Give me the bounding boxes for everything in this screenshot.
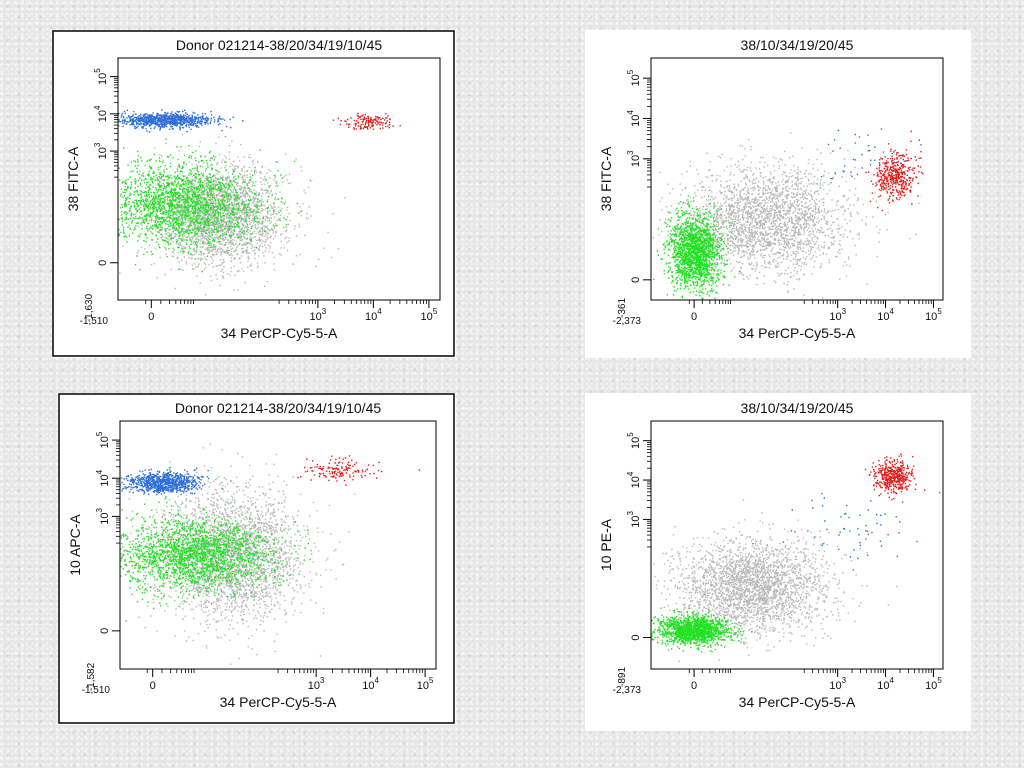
- y-tick-label: 105: [95, 431, 111, 448]
- y-axis: 0 103 104 105: [626, 69, 651, 283]
- plot-area: [117, 57, 441, 301]
- y-axis-label: 38 FITC-A: [598, 146, 614, 211]
- y-min-label: -1,630: [84, 293, 95, 322]
- population-ungated: [653, 499, 898, 662]
- y-tick-label: 104: [95, 469, 111, 486]
- chart-title: 38/10/34/19/20/45: [741, 37, 854, 53]
- population-blue: [118, 109, 244, 133]
- y-min-label: -891: [617, 667, 628, 687]
- y-axis: 0 103 104 105: [95, 431, 120, 634]
- x-tick-label: 104: [362, 676, 379, 692]
- x-axis: 0 103 104 105: [688, 669, 942, 692]
- plot-area: [650, 57, 944, 301]
- chart-title: 38/10/34/19/20/45: [741, 400, 854, 416]
- y-axis-label: 10 APC-A: [67, 514, 83, 576]
- chart-title: Donor 021214-38/20/34/19/10/45: [175, 400, 381, 416]
- x-tick-label: 103: [308, 676, 325, 692]
- population-ungated: [121, 443, 356, 665]
- y-tick-label: 105: [626, 69, 642, 86]
- x-tick-label: 0: [150, 680, 156, 692]
- y-tick-label: 0: [97, 260, 109, 266]
- x-axis-label: 34 PerCP-Cy5-5-A: [221, 325, 338, 341]
- x-tick-label: 103: [310, 307, 327, 323]
- x-tick-label: 105: [417, 676, 434, 692]
- y-tick-label: 0: [630, 634, 642, 640]
- x-min-label: -2,373: [613, 316, 642, 327]
- x-tick-label: 104: [877, 307, 894, 323]
- x-tick-label: 0: [691, 680, 697, 692]
- x-tick-label: 103: [829, 676, 846, 692]
- x-tick-label: 103: [829, 307, 846, 323]
- population-red: [332, 112, 401, 130]
- y-tick-label: 104: [626, 110, 642, 127]
- y-tick-label: 0: [630, 277, 642, 283]
- y-axis-label: 10 PE-A: [598, 518, 614, 571]
- x-tick-label: 104: [365, 307, 382, 323]
- y-min-label: -361: [617, 298, 628, 318]
- x-tick-label: 105: [925, 676, 942, 692]
- x-axis: 0 103 104 105: [146, 669, 434, 692]
- y-tick-label: 104: [626, 471, 642, 488]
- y-tick-label: 105: [626, 432, 642, 449]
- population-green: [651, 605, 753, 653]
- chart-panel-top-right: 38/10/34/19/20/45 0 103 104 105 -2,373 0 103 104…: [585, 30, 971, 358]
- population-red: [297, 455, 421, 486]
- y-axis: 0 103 104 105: [93, 68, 118, 266]
- population-red: [864, 453, 926, 501]
- x-tick-label: 0: [148, 311, 154, 323]
- scatter-points: [118, 109, 401, 296]
- y-axis-label: 38 FITC-A: [65, 146, 81, 211]
- x-axis-label: 34 PerCP-Cy5-5-A: [739, 694, 856, 710]
- panel-frame: [52, 30, 455, 357]
- scatter-plot-top-right: 38/10/34/19/20/45 0 103 104 105 -2,373 0 103 104…: [598, 37, 944, 341]
- y-tick-label: 103: [95, 507, 111, 524]
- panel-frame: [58, 393, 455, 724]
- chart-panel-bottom-right: 38/10/34/19/20/45 0 103 104 105 -2,373 0 103 104…: [585, 393, 971, 731]
- x-axis: 0 103 104 105: [145, 300, 438, 323]
- y-axis: 0 103 104 105: [626, 432, 651, 641]
- population-blue: [820, 128, 922, 184]
- x-tick-label: 0: [691, 311, 697, 323]
- y-tick-label: 103: [626, 511, 642, 528]
- y-tick-label: 103: [93, 142, 109, 159]
- x-axis-label: 34 PerCP-Cy5-5-A: [220, 694, 337, 710]
- scatter-points: [651, 128, 924, 300]
- y-tick-label: 105: [93, 68, 109, 85]
- y-tick-label: 104: [93, 105, 109, 122]
- population-blue: [120, 466, 232, 496]
- x-axis: 0 103 104 105: [688, 300, 942, 323]
- chart-panel-top-left: Donor 021214-38/20/34/19/10/45 0 103 104 105…: [52, 30, 456, 358]
- population-green: [651, 189, 741, 300]
- chart-title: Donor 021214-38/20/34/19/10/45: [176, 37, 382, 53]
- scatter-points: [651, 453, 941, 662]
- scatter-plot-bottom-left: Donor 021214-38/20/34/19/10/45 0 103 104 105…: [58, 393, 455, 724]
- x-tick-label: 104: [877, 676, 894, 692]
- plot-area: [650, 420, 944, 670]
- scatter-points: [120, 443, 421, 665]
- x-axis-label: 34 PerCP-Cy5-5-A: [739, 325, 856, 341]
- chart-panel-bottom-left: Donor 021214-38/20/34/19/10/45 0 103 104 105…: [58, 393, 456, 725]
- y-tick-label: 103: [626, 150, 642, 167]
- x-tick-label: 105: [421, 307, 438, 323]
- y-min-label: -1,582: [86, 662, 97, 691]
- scatter-plot-bottom-right: 38/10/34/19/20/45 0 103 104 105 -2,373 0 103 104…: [598, 400, 944, 710]
- population-blue: [752, 491, 941, 571]
- x-tick-label: 105: [925, 307, 942, 323]
- scatter-plot-top-left: Donor 021214-38/20/34/19/10/45 0 103 104 105…: [52, 30, 455, 357]
- x-min-label: -2,373: [613, 685, 642, 696]
- population-red: [865, 130, 924, 212]
- x-min-label: -1,510: [80, 316, 109, 327]
- x-min-label: -1,510: [82, 685, 111, 696]
- population-ungated: [118, 133, 346, 296]
- y-tick-label: 0: [99, 628, 111, 634]
- population-ungated: [652, 132, 920, 300]
